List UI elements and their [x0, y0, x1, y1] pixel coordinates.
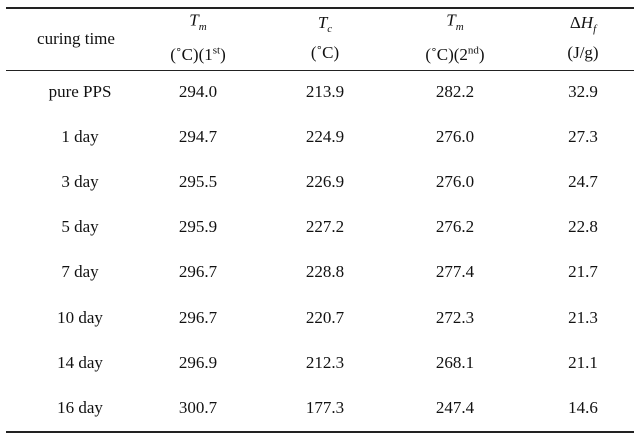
cell-value: 14.6	[568, 397, 598, 417]
cell-value: 295.5	[178, 172, 218, 192]
symbol: H	[580, 12, 594, 32]
cell-value: 296.9	[178, 352, 218, 372]
row-label: 3 day	[61, 172, 99, 192]
symbol: T	[189, 10, 199, 30]
unit: (˚C)	[310, 43, 340, 63]
cell-value: 276.2	[435, 217, 475, 237]
cell-value: 296.7	[178, 307, 218, 327]
cell-value: 220.7	[305, 307, 345, 327]
cell-value: 21.1	[568, 352, 598, 372]
cell-value: 296.7	[178, 262, 218, 282]
cell-value: 300.7	[178, 397, 218, 417]
symbol: T	[446, 10, 456, 30]
row-label: pure PPS	[48, 82, 112, 101]
row-label: 1 day	[61, 127, 99, 147]
header-cell: Tm (˚C)(1st)	[170, 8, 226, 67]
cell-value: 32.9	[568, 82, 598, 101]
bottom-rule	[6, 431, 634, 433]
subscript: c	[327, 23, 333, 36]
cell-value: 294.0	[178, 82, 218, 101]
cell-value: 268.1	[435, 352, 475, 372]
row-label: 7 day	[61, 262, 99, 282]
cell-value: 272.3	[435, 307, 475, 327]
header-cell: curing time	[37, 29, 115, 48]
cell-value: 21.3	[568, 307, 598, 327]
unit: (˚C)(1	[170, 45, 213, 65]
unit: (J/g)	[567, 43, 599, 63]
cell-value: 224.9	[305, 127, 345, 147]
cell-value: 228.8	[305, 262, 345, 282]
cell-value: 24.7	[568, 172, 598, 192]
cell-value: 276.0	[435, 127, 475, 147]
header-rule	[6, 70, 634, 71]
cell-value: 295.9	[178, 217, 218, 237]
row-label: 5 day	[61, 217, 99, 237]
cell-value: 27.3	[568, 127, 598, 147]
superscript: st	[212, 44, 221, 57]
cell-value: 212.3	[305, 352, 345, 372]
superscript: nd	[467, 44, 479, 57]
subscript: m	[198, 20, 207, 33]
cell-value: 277.4	[435, 262, 475, 282]
cell-value: 294.7	[178, 127, 218, 147]
cell-value: 177.3	[305, 397, 345, 417]
cell-value: 227.2	[305, 217, 345, 237]
cell-value: 213.9	[305, 82, 345, 101]
cell-value: 22.8	[568, 217, 598, 237]
unit: (˚C)(2	[425, 45, 468, 65]
cell-value: 226.9	[305, 172, 345, 192]
header-cell: Tc (˚C)	[311, 11, 339, 65]
prefix: Δ	[569, 12, 581, 32]
header-cell: ΔHf (J/g)	[567, 11, 598, 65]
unit-tail: )	[478, 45, 485, 65]
subscript: f	[593, 23, 597, 36]
top-rule	[6, 7, 634, 9]
row-label: 10 day	[57, 307, 103, 327]
row-label: 14 day	[57, 352, 103, 372]
cell-value: 282.2	[435, 82, 475, 101]
cell-value: 21.7	[568, 262, 598, 282]
subscript: m	[455, 20, 464, 33]
symbol: T	[317, 12, 328, 32]
cell-value: 247.4	[435, 397, 475, 417]
header-cell: Tm (˚C)(2nd)	[425, 8, 484, 67]
row-label: 16 day	[57, 397, 103, 417]
cell-value: 276.0	[435, 172, 475, 192]
unit-tail: )	[220, 45, 226, 65]
